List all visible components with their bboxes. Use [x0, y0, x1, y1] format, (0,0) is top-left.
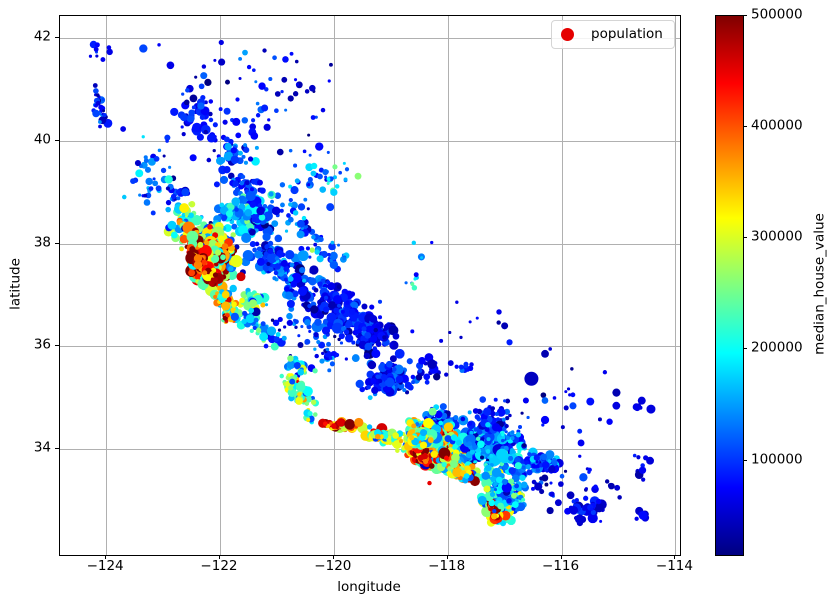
x-tick-label: −122	[200, 558, 238, 574]
colorbar-tick-label: 100000	[751, 450, 803, 467]
x-tick-label: −116	[542, 558, 580, 574]
legend-label: population	[591, 25, 663, 42]
y-tick-mark	[55, 448, 59, 450]
scatter-canvas	[60, 16, 680, 555]
y-tick-label: 34	[33, 439, 51, 456]
colorbar-tick-label: 400000	[751, 117, 803, 134]
colorbar-tick-label: 500000	[751, 6, 803, 23]
y-tick-mark	[55, 242, 59, 244]
y-tick-label: 38	[33, 233, 51, 250]
y-tick-label: 42	[33, 28, 51, 45]
y-tick-mark	[55, 37, 59, 39]
x-tick-mark	[560, 555, 562, 559]
y-axis-label: latitude	[7, 258, 24, 310]
colorbar-tick-mark	[743, 459, 747, 461]
y-tick-label: 36	[33, 336, 51, 353]
x-tick-label: −118	[428, 558, 466, 574]
colorbar-tick-mark	[743, 237, 747, 239]
colorbar-tick-mark	[743, 348, 747, 350]
x-tick-label: −120	[314, 558, 352, 574]
colorbar-tick-label: 200000	[751, 339, 803, 356]
x-tick-mark	[105, 555, 107, 559]
x-tick-mark	[332, 555, 334, 559]
colorbar-tick-mark	[743, 15, 747, 16]
colorbar-label: median_house_value	[811, 213, 828, 355]
x-tick-mark	[446, 555, 448, 559]
x-tick-label: −114	[655, 558, 693, 574]
y-tick-mark	[55, 139, 59, 141]
x-tick-label: −124	[86, 558, 124, 574]
colorbar	[715, 15, 744, 556]
x-tick-mark	[674, 555, 676, 559]
x-tick-mark	[218, 555, 220, 559]
y-tick-mark	[55, 345, 59, 347]
colorbar-tick-mark	[743, 126, 747, 128]
legend-marker-icon	[561, 28, 574, 41]
y-tick-label: 40	[33, 131, 51, 148]
x-axis-label: longitude	[337, 579, 401, 595]
legend: population	[551, 20, 675, 49]
plot-area: population	[59, 15, 681, 556]
colorbar-tick-label: 300000	[751, 228, 803, 245]
